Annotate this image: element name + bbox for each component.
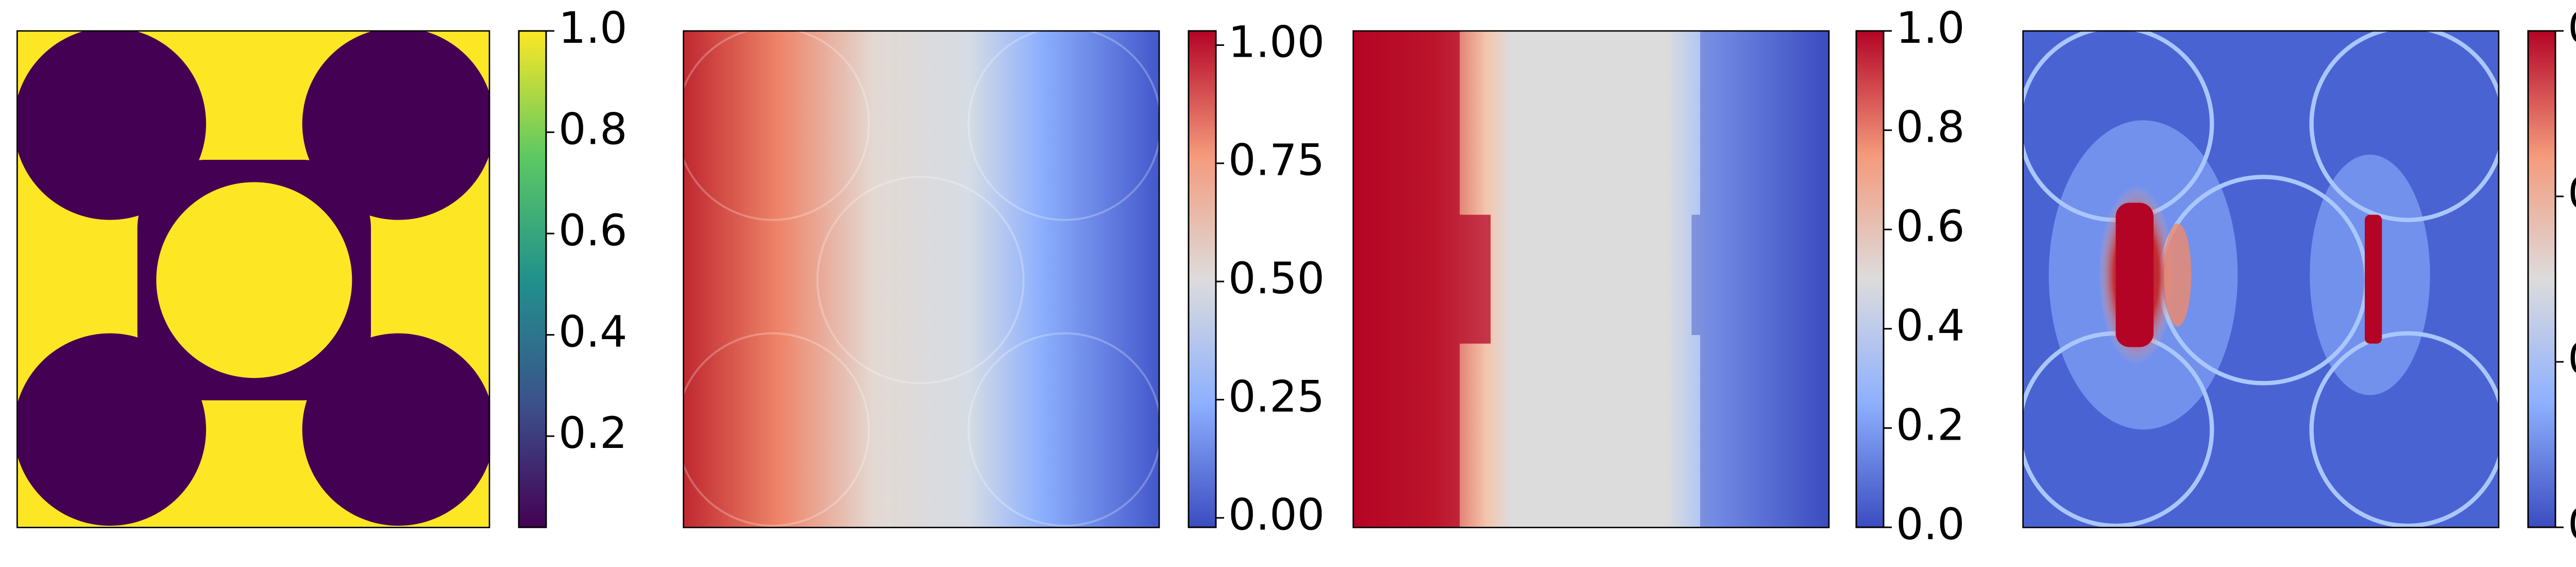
colorbar-tick-label: 1.00 xyxy=(1228,16,1325,67)
colorbar-tick-label: 0.75 xyxy=(1228,135,1325,186)
colorbar-tick-label: 0.25 xyxy=(1228,371,1325,422)
colorbar-tick-label: 0.2 xyxy=(558,408,628,458)
colorbar-tick-label: 1.0 xyxy=(558,3,628,53)
heatmap-2 xyxy=(675,26,1162,528)
colorbar-tick-label: 0.6 xyxy=(1896,201,1965,252)
colorbar-tick-label: 0.8 xyxy=(558,104,628,154)
colorbar-tick-label: 0.15 xyxy=(2568,3,2576,53)
colorbar-tick-label: 0.05 xyxy=(2568,333,2576,384)
colorbar-tick-label: 0.00 xyxy=(2568,499,2576,549)
colorbar-tick-label: 0.4 xyxy=(558,307,628,357)
colorbar xyxy=(1188,30,1217,528)
colorbar-tick-label: 0.2 xyxy=(1896,399,1965,450)
heatmap-1 xyxy=(17,30,489,528)
colorbar xyxy=(1855,30,1885,528)
colorbar-tick-label: 0.00 xyxy=(1228,490,1325,540)
heatmap-images xyxy=(16,26,2500,528)
colorbar-tick-label: 0.50 xyxy=(1228,253,1325,304)
heatmap-4 xyxy=(2023,30,2499,528)
colorbar xyxy=(2527,30,2556,528)
heatmap-3 xyxy=(1352,30,1830,528)
colorbar-tick-label: 0.0 xyxy=(1896,499,1965,549)
colorbar-tick-label: 0.4 xyxy=(1896,301,1965,351)
colorbar-tick-label: 0.6 xyxy=(558,205,628,256)
colorbar-tick-label: 1.0 xyxy=(1896,3,1965,53)
colorbar xyxy=(518,30,547,528)
colorbar-tick-label: 0.10 xyxy=(2568,168,2576,219)
colorbar-tick-label: 0.8 xyxy=(1896,102,1965,153)
